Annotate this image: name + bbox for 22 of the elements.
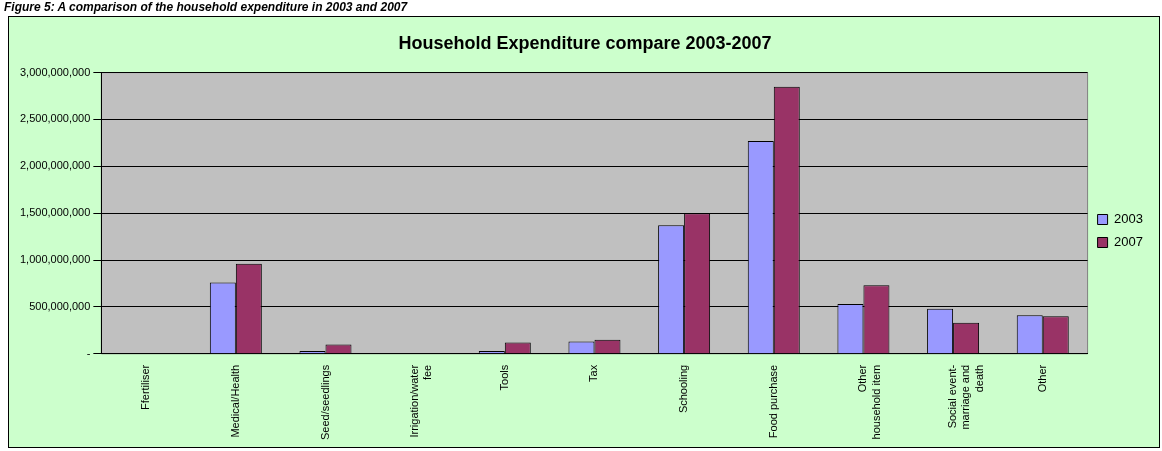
x-tick-label: Food purchase — [766, 364, 779, 439]
x-tick-label: Tools — [497, 364, 510, 391]
x-tick-label: Schooling — [677, 364, 690, 414]
y-tick-label: 1,000,000,000 — [19, 253, 91, 266]
x-tick-label: Tax — [587, 364, 600, 382]
y-tick-label: 3,000,000,000 — [19, 65, 91, 78]
x-tick-label: Irrigation/water fee — [408, 364, 434, 438]
x-tick-label: Medical/Health — [228, 364, 241, 438]
x-tick-label: Social event-marriage and death — [946, 364, 985, 430]
chart-title: Household Expenditure compare 2003-2007 — [398, 32, 772, 53]
y-tick-label: 500,000,000 — [29, 299, 91, 312]
caption: Figure 5: A comparison of the household expenditure in 2003 and 2007 — [4, 0, 408, 14]
legend-label: 2007 — [1114, 234, 1143, 250]
y-tick-label: - — [86, 346, 91, 359]
x-tick-label: Other — [1035, 364, 1048, 393]
y-tick-label: 2,000,000,000 — [19, 159, 91, 172]
y-tick-label: 2,500,000,000 — [19, 112, 91, 125]
y-tick-label: 1,500,000,000 — [19, 206, 91, 219]
x-tick-label: Seed/seedlings — [318, 364, 331, 441]
x-tick-label: Ffertiliser — [139, 364, 152, 411]
x-tick-label: Other household item — [856, 364, 882, 440]
legend-label: 2003 — [1114, 211, 1143, 227]
